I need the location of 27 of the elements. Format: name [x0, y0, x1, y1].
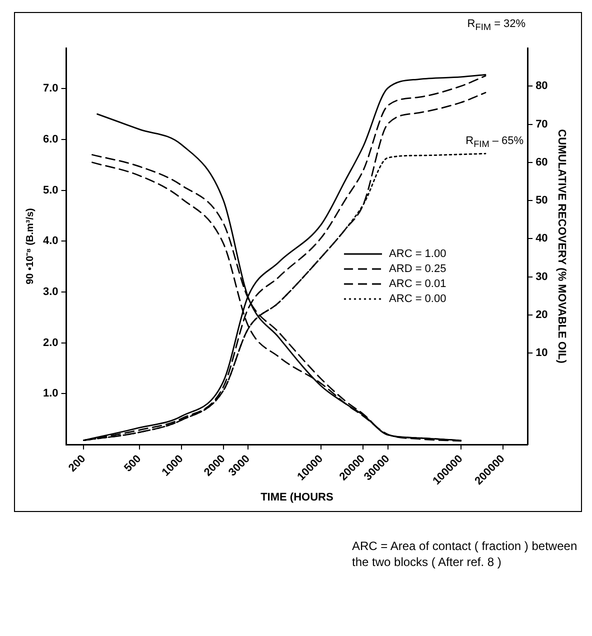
y-tick-label: 2.0	[42, 336, 58, 349]
y-axis-title: 90 •10⁻⁸ (B.m³/s)	[24, 208, 36, 284]
y2-tick-label: 60	[536, 156, 548, 168]
x-tick-label: 500	[122, 452, 144, 474]
text: ARC = Area of contact ( fraction ) between the two blocks ( After ref. 8 )	[352, 538, 578, 570]
y2-tick-label: 70	[536, 118, 548, 130]
y2-tick-label: 40	[536, 232, 548, 245]
y2-tick-label: 30	[536, 270, 548, 283]
legend-label: ARC = 1.00	[389, 248, 446, 260]
y2-tick-label: 10	[536, 347, 548, 360]
y2-tick-label: 80	[536, 80, 548, 92]
y-tick-label: 6.0	[42, 134, 58, 146]
annotation: R$_{FIM}$ – 65%	[466, 135, 524, 150]
y-tick-label: 5.0	[42, 184, 58, 196]
x-axis-title: TIME (HOURS	[260, 491, 334, 504]
y-tick-label: 4.0	[42, 235, 58, 248]
y-tick-label: 3.0	[42, 286, 58, 298]
x-tick-label: 200	[66, 452, 88, 474]
legend-label: ARD = 0.25	[389, 262, 446, 275]
y-tick-label: 1.0	[42, 388, 58, 400]
text: R$_{FIM}$ = 32%	[467, 18, 526, 32]
y2-tick-label: 20	[536, 308, 548, 321]
y-tick-label: 7.0	[42, 82, 58, 95]
legend-label: ARC = 0.00	[389, 292, 446, 305]
y2-axis-title: CUMULATIVE RECOVERY (% MOVABLE OIL)	[555, 129, 568, 364]
legend-label: ARC = 0.01	[389, 278, 446, 290]
y2-tick-label: 50	[536, 194, 548, 207]
